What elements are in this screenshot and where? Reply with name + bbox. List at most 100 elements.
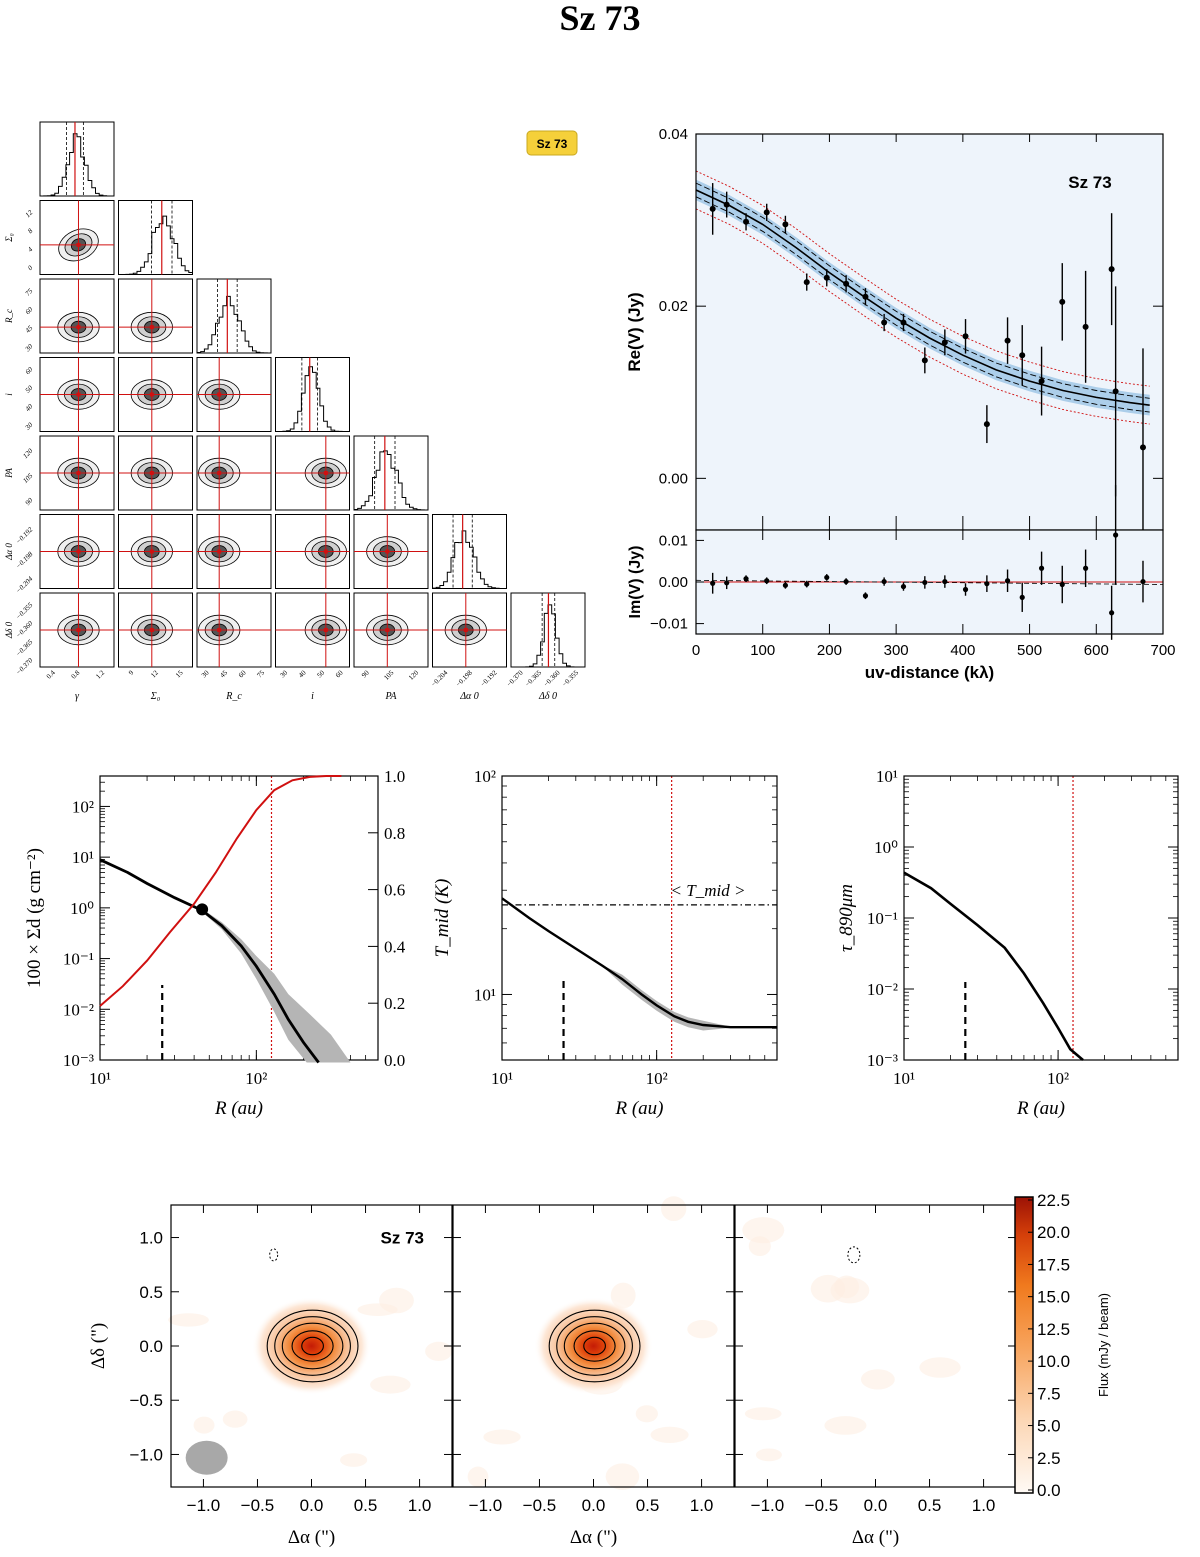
corner-y-tick: 60	[24, 305, 35, 316]
y-axis-label: Im(V) (Jy)	[627, 546, 644, 619]
corner-x-tick: −0.365	[524, 668, 544, 688]
data-point	[1140, 578, 1146, 585]
histogram-step	[275, 366, 350, 432]
corner-x-tick: 15	[174, 668, 185, 679]
corner-y-tick: 50	[24, 384, 35, 395]
truth-marker	[76, 471, 81, 475]
data-point	[1038, 565, 1045, 571]
x-tick-label: 10¹	[491, 1069, 513, 1088]
data-point	[1108, 266, 1115, 273]
noise-patch	[370, 1375, 411, 1394]
noise-patch	[193, 1416, 215, 1434]
data-point	[1019, 352, 1026, 359]
colorbar-tick-label: 7.5	[1037, 1384, 1061, 1403]
corner-y-tick: 8	[26, 227, 34, 235]
corner-x-tick: 45	[219, 668, 230, 679]
flux-contour	[548, 1309, 641, 1383]
y-tick-label: 10²	[72, 797, 94, 816]
data-point	[1059, 298, 1066, 305]
y-tick-label: 0.02	[659, 298, 688, 315]
x-tick-label: 400	[950, 642, 975, 659]
corner-x-tick: 105	[382, 668, 395, 681]
y-tick-label: 10²	[474, 767, 496, 786]
x-tick-label: −0.5	[241, 1496, 275, 1515]
data-point	[1004, 337, 1011, 344]
corner-x-tick: 12	[149, 668, 160, 679]
y-tick-label: 10¹	[474, 985, 496, 1004]
flux-contour	[563, 1322, 626, 1370]
noise-patch	[340, 1453, 368, 1467]
truth-marker	[217, 549, 222, 554]
y-tick-label: 10⁻¹	[63, 950, 94, 969]
corner-x-tick: −0.370	[505, 668, 525, 688]
temperature-chart: 10¹ 10² 10¹ 10² R (au) < T_mid > T_mid (K)	[432, 767, 778, 1119]
data-point	[710, 580, 716, 586]
y-tick-label: 0.04	[659, 126, 688, 143]
colorbar-tick-label: 0.0	[1037, 1481, 1061, 1500]
y-tick-label: 1.0	[139, 1229, 163, 1248]
corner-plot: 0 4 8 12 Σ₀ 30 45 60 75 R_c 30 40 50 60 i 90 105 120 PA −0.…	[4, 121, 586, 702]
flux-contour	[291, 1330, 334, 1362]
noise-patch	[605, 1463, 640, 1490]
corner-y-tick: −0.365	[14, 638, 34, 658]
data-point	[1139, 444, 1146, 451]
chart-label: Sz 73	[1068, 173, 1111, 192]
x-tick-label: 0.5	[354, 1496, 378, 1515]
corner-y-label: i	[4, 393, 14, 396]
noise-patch	[168, 1313, 209, 1327]
truth-marker	[385, 628, 390, 632]
x-tick-label: 100	[750, 642, 775, 659]
x-tick-label: 300	[884, 642, 909, 659]
noise-patch	[744, 1407, 782, 1421]
map-background	[735, 1205, 1016, 1487]
corner-y-label: PA	[4, 468, 14, 479]
corner-x-tick: 9	[127, 668, 135, 676]
negative-contour	[847, 1246, 861, 1264]
flux-contour	[573, 1330, 616, 1362]
histogram-step	[40, 133, 114, 197]
x-axis-label: Δα (")	[570, 1527, 617, 1548]
y-tick-label: 0.0	[139, 1337, 163, 1356]
x-tick-label: 10²	[1047, 1069, 1069, 1088]
x-tick-label: 10²	[245, 1069, 267, 1088]
model-line-dashed	[695, 182, 1150, 399]
corner-x-label: Δα 0	[459, 691, 479, 702]
data-point	[803, 279, 810, 286]
corner-panel	[353, 435, 429, 511]
data-point	[1083, 565, 1089, 571]
corner-x-label: i	[311, 691, 314, 702]
truth-marker	[323, 628, 328, 632]
emission-source	[252, 1297, 371, 1395]
source-badge: Sz 73	[526, 130, 578, 156]
noise-patch	[635, 1405, 658, 1423]
x-tick-label: 10¹	[89, 1069, 111, 1088]
colorbar-tick-label: 17.5	[1037, 1255, 1070, 1274]
x-tick-label: 10²	[646, 1069, 668, 1088]
truth-marker	[217, 471, 222, 475]
histogram-step	[432, 530, 507, 589]
data-point	[984, 581, 990, 587]
corner-y-tick: 0	[26, 264, 34, 272]
colorbar	[1014, 1196, 1034, 1494]
x-axis-label: uv-distance (kλ)	[865, 663, 994, 682]
flux-contour	[281, 1322, 344, 1370]
corner-y-tick: 120	[21, 447, 34, 460]
noise-patch	[919, 1357, 961, 1378]
data-point	[743, 576, 749, 582]
corner-x-tick: 30	[279, 668, 290, 679]
data-point	[843, 578, 849, 585]
y-tick-label: −1.0	[129, 1445, 163, 1464]
corner-x-tick: 60	[237, 668, 248, 679]
truth-marker	[323, 471, 328, 475]
x-axis-label: R (au)	[214, 1098, 263, 1119]
noise-patch	[650, 1426, 689, 1444]
x-tick-label: −1.0	[187, 1496, 221, 1515]
x-axis-label: R (au)	[1016, 1098, 1065, 1119]
corner-y-label: Σ₀	[4, 233, 14, 242]
colorbar-tick-label: 10.0	[1037, 1352, 1070, 1371]
corner-panel	[118, 200, 193, 275]
noise-patch	[834, 1275, 860, 1299]
corner-x-tick: 0.8	[70, 668, 82, 680]
badge-label: Sz 73	[537, 137, 568, 151]
y-tick-label: 0.5	[139, 1283, 163, 1302]
